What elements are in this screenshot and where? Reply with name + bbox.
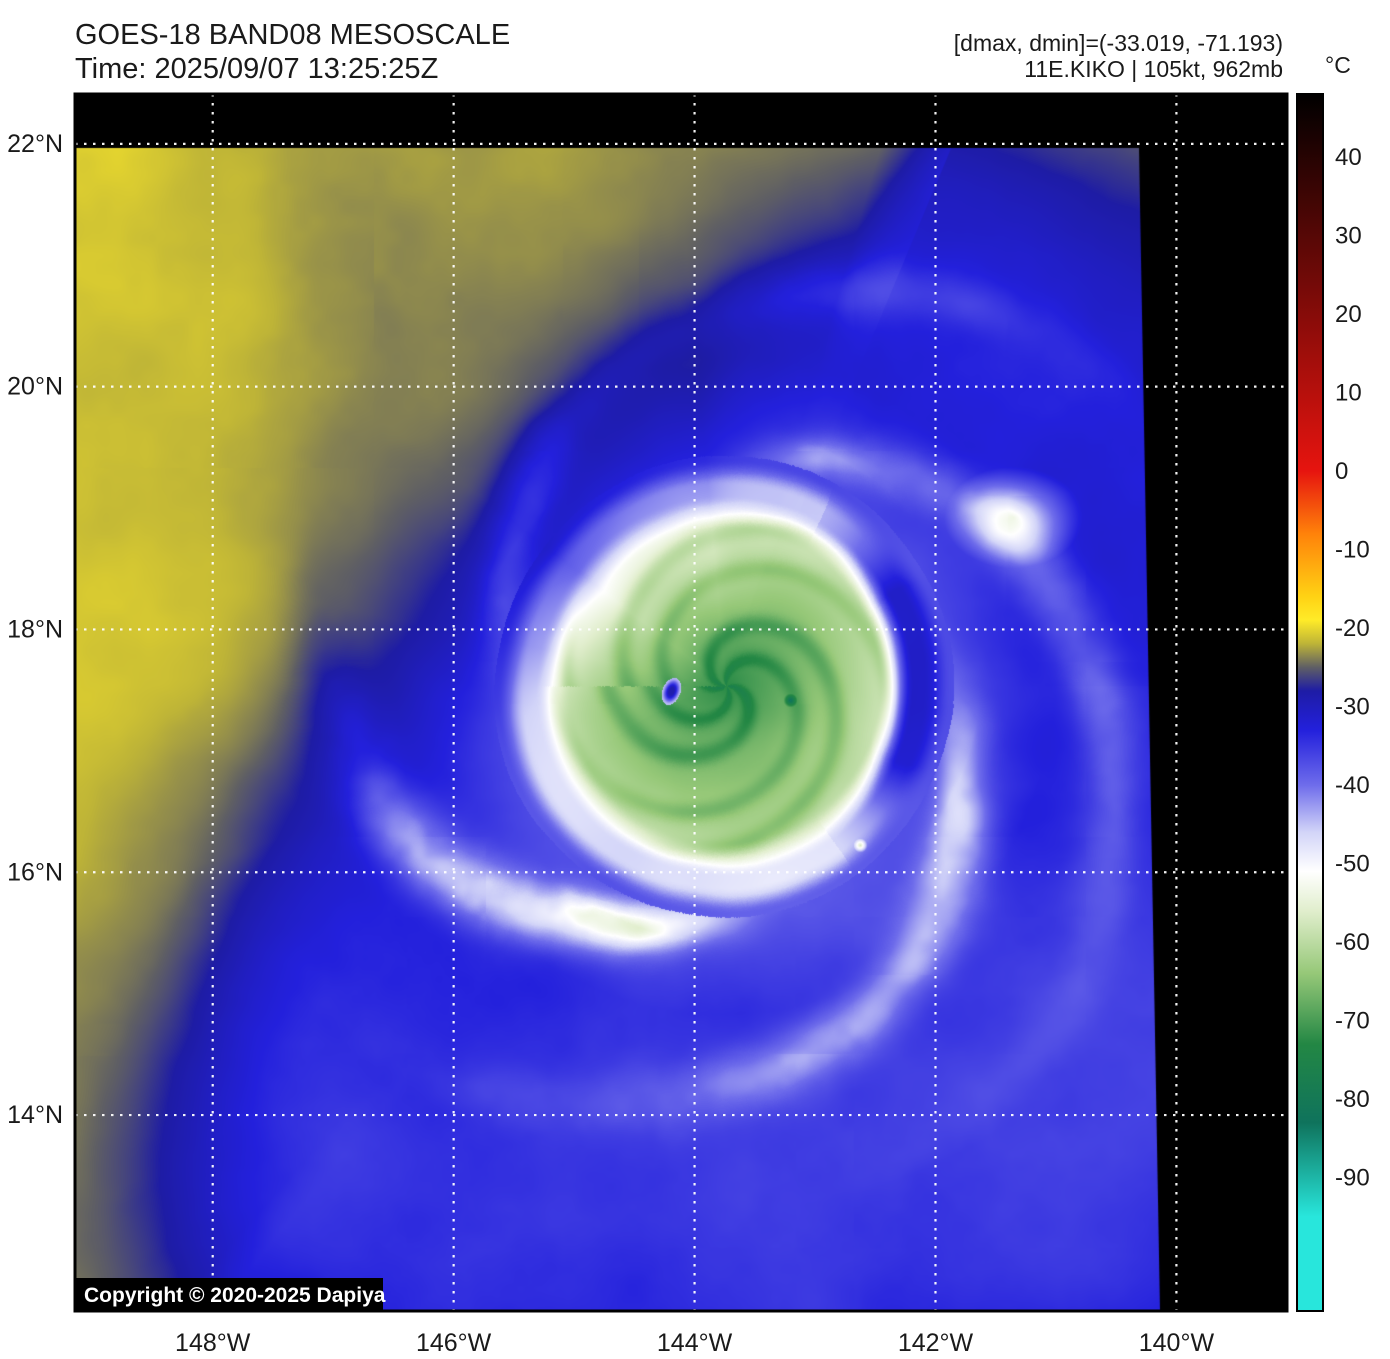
svg-text:20: 20	[1335, 301, 1362, 328]
svg-text:Copyright © 2020-2025 Dapiya: Copyright © 2020-2025 Dapiya	[84, 1284, 386, 1307]
svg-text:18°N: 18°N	[7, 615, 63, 643]
svg-text:142°W: 142°W	[898, 1329, 974, 1357]
svg-text:148°W: 148°W	[175, 1329, 251, 1357]
svg-text:-30: -30	[1335, 693, 1370, 720]
svg-text:22°N: 22°N	[7, 130, 63, 158]
svg-text:-50: -50	[1335, 850, 1370, 877]
svg-text:-40: -40	[1335, 772, 1370, 799]
svg-text:14°N: 14°N	[7, 1101, 63, 1129]
svg-text:10: 10	[1335, 379, 1362, 406]
svg-text:-70: -70	[1335, 1007, 1370, 1034]
svg-text:16°N: 16°N	[7, 858, 63, 886]
svg-text:20°N: 20°N	[7, 373, 63, 401]
svg-text:-10: -10	[1335, 536, 1370, 563]
svg-text:146°W: 146°W	[416, 1329, 492, 1357]
svg-text:144°W: 144°W	[657, 1329, 733, 1357]
svg-text:-60: -60	[1335, 929, 1370, 956]
svg-text:0: 0	[1335, 458, 1348, 485]
svg-text:-80: -80	[1335, 1086, 1370, 1113]
svg-text:30: 30	[1335, 222, 1362, 249]
svg-text:40: 40	[1335, 144, 1362, 171]
svg-text:-20: -20	[1335, 615, 1370, 642]
svg-text:140°W: 140°W	[1139, 1329, 1215, 1357]
svg-text:-90: -90	[1335, 1165, 1370, 1192]
